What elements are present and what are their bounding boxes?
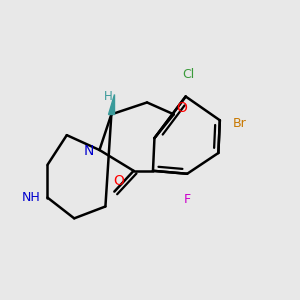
Text: O: O (113, 174, 124, 188)
Text: F: F (184, 193, 191, 206)
Text: H: H (104, 90, 113, 103)
Text: NH: NH (22, 191, 40, 204)
Text: Br: Br (232, 117, 246, 130)
Text: O: O (176, 101, 187, 116)
Polygon shape (108, 94, 114, 114)
Text: Cl: Cl (182, 68, 195, 81)
Text: N: N (84, 144, 94, 158)
